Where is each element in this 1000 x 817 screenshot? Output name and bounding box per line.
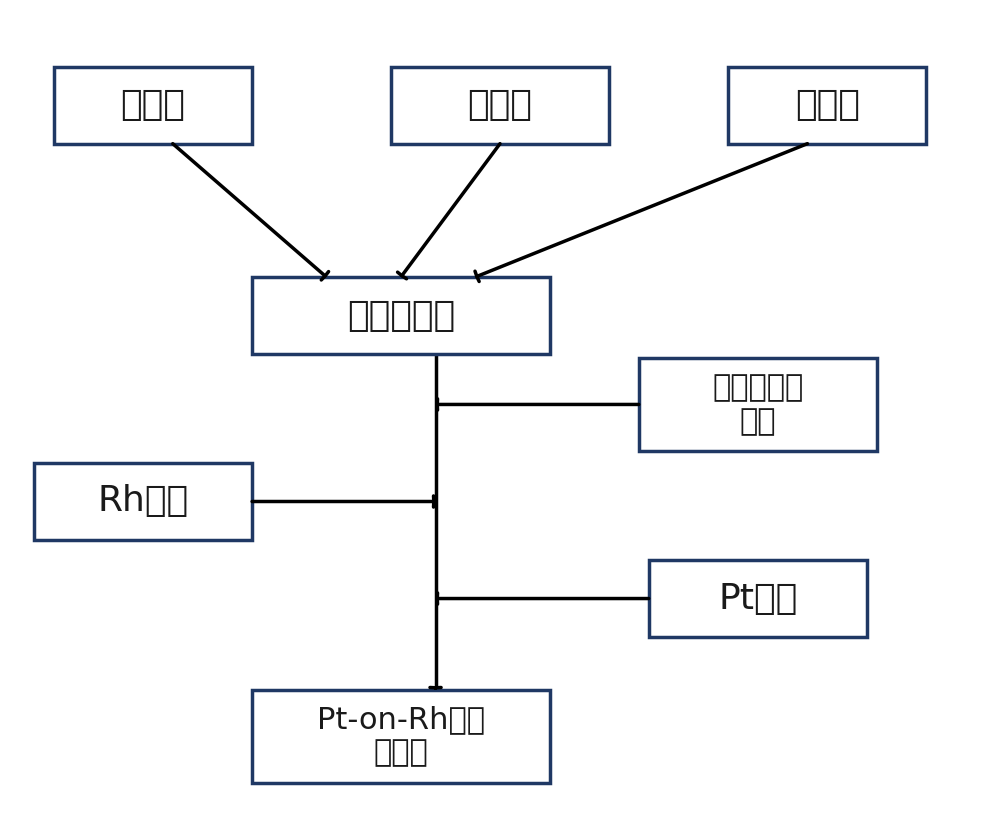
- Text: 硒前体: 硒前体: [795, 88, 860, 123]
- Text: 碲前体: 碲前体: [120, 88, 185, 123]
- FancyBboxPatch shape: [728, 67, 926, 144]
- Text: Pt前体: Pt前体: [718, 582, 797, 615]
- FancyBboxPatch shape: [252, 277, 550, 354]
- FancyBboxPatch shape: [639, 358, 877, 451]
- FancyBboxPatch shape: [34, 463, 252, 540]
- FancyBboxPatch shape: [54, 67, 252, 144]
- Text: Rh前体: Rh前体: [97, 484, 189, 519]
- Text: 碲硒纳米棒: 碲硒纳米棒: [347, 298, 455, 333]
- Text: 还原剂: 还原剂: [468, 88, 532, 123]
- FancyBboxPatch shape: [391, 67, 609, 144]
- FancyBboxPatch shape: [252, 690, 550, 783]
- FancyBboxPatch shape: [649, 560, 867, 637]
- Text: 聚乙烯吡咯
烷酮: 聚乙烯吡咯 烷酮: [712, 373, 803, 435]
- Text: Pt-on-Rh中空
纳米棒: Pt-on-Rh中空 纳米棒: [317, 705, 485, 767]
